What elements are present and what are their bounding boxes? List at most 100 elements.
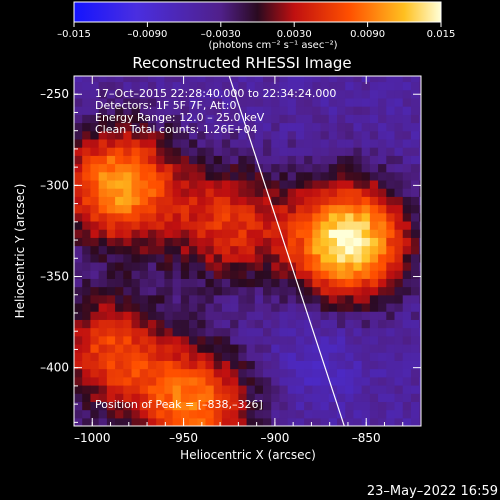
heatmap-cell [156, 327, 166, 337]
heatmap-cell [98, 368, 108, 378]
heatmap-cell [304, 147, 313, 156]
heatmap-cell [419, 147, 421, 156]
heatmap-cell [345, 76, 355, 83]
heatmap-cell [419, 171, 421, 181]
heatmap-cell [328, 212, 338, 222]
heatmap-cell [238, 278, 248, 288]
heatmap-cell [378, 89, 387, 99]
heatmap-cell [131, 327, 141, 337]
heatmap-cell [180, 253, 190, 263]
heatmap-cell [74, 368, 83, 378]
heatmap-cell [147, 122, 157, 132]
heatmap-cell [230, 138, 239, 148]
heatmap-cell [74, 393, 83, 402]
heatmap-cell [164, 138, 174, 148]
heatmap-cell [328, 130, 338, 140]
heatmap-cell [402, 294, 412, 304]
heatmap-cell [115, 188, 124, 197]
heatmap-cell [164, 89, 174, 99]
heatmap-cell [131, 147, 141, 156]
heatmap-cell [205, 179, 215, 189]
heatmap-cell [205, 155, 215, 165]
heatmap-cell [369, 97, 379, 107]
annotation-time: 17–Oct–2015 22:28:40.000 to 22:34:24.000 [95, 87, 336, 100]
heatmap-cell [74, 76, 83, 83]
heatmap-cell [123, 319, 133, 329]
heatmap-cell [312, 155, 322, 165]
heatmap-cell [386, 163, 396, 173]
heatmap-cell [336, 188, 346, 197]
heatmap-cell [246, 384, 256, 394]
heatmap-cell [353, 114, 363, 124]
heatmap-cell [304, 81, 313, 91]
heatmap-cell [74, 81, 83, 91]
heatmap-cell [345, 294, 355, 304]
heatmap-cell [271, 106, 281, 115]
heatmap-cell [402, 81, 412, 91]
peak-position-label: Position of Peak = [–838,–326] [95, 398, 263, 411]
heatmap-cell [361, 163, 371, 173]
heatmap-cell [402, 163, 412, 173]
heatmap-cell [353, 261, 363, 271]
heatmap-cell [410, 130, 420, 140]
heatmap-cell [74, 319, 83, 329]
heatmap-cell [320, 130, 330, 140]
heatmap-cell [221, 97, 231, 107]
heatmap-cell [378, 245, 387, 255]
heatmap-cell [213, 253, 223, 263]
heatmap-cell [115, 130, 124, 140]
heatmap-cell [197, 204, 207, 214]
heatmap-cell [295, 261, 305, 271]
heatmap-cell [213, 245, 223, 255]
heatmap-cell [312, 220, 322, 230]
heatmap-cell [164, 97, 174, 107]
heatmap-cell [328, 278, 338, 288]
heatmap-cell [419, 360, 421, 370]
heatmap-cell [254, 114, 264, 124]
heatmap-cell [394, 302, 404, 312]
heatmap-cell [328, 311, 338, 320]
heatmap-cell [279, 196, 289, 206]
heatmap-cell [164, 81, 174, 91]
heatmap-cell [197, 343, 207, 353]
heatmap-cell [238, 261, 248, 271]
heatmap-cell [172, 393, 182, 402]
heatmap-cell [369, 171, 379, 181]
heatmap-cell [238, 393, 248, 402]
heatmap-cell [410, 270, 420, 279]
heatmap-cell [74, 343, 83, 353]
heatmap-cell [164, 335, 174, 345]
heatmap-cell [312, 114, 322, 124]
heatmap-cell [205, 81, 215, 91]
heatmap-cell [156, 163, 166, 173]
heatmap-cell [139, 393, 149, 402]
heatmap-cell [172, 237, 182, 247]
heatmap-cell [123, 188, 133, 197]
heatmap-cell [386, 360, 396, 370]
heatmap-cell [402, 97, 412, 107]
heatmap-cell [147, 343, 157, 353]
heatmap-cell [320, 179, 330, 189]
heatmap-cell [90, 204, 100, 214]
heatmap-cell [82, 278, 92, 288]
heatmap-cell [304, 319, 313, 329]
heatmap-cell [90, 384, 100, 394]
heatmap-cell [98, 138, 108, 148]
heatmap-cell [238, 286, 248, 296]
heatmap-cell [361, 286, 371, 296]
heatmap-cell [123, 311, 133, 320]
heatmap-cell [287, 138, 297, 148]
heatmap-cell [254, 138, 264, 148]
heatmap-cell [386, 253, 396, 263]
heatmap-cell [90, 409, 100, 419]
heatmap-cell [131, 204, 141, 214]
heatmap-cell [172, 319, 182, 329]
heatmap-cell [189, 147, 198, 156]
heatmap-cell [115, 343, 124, 353]
heatmap-cell [230, 278, 239, 288]
heatmap-cell [82, 401, 92, 411]
heatmap-cell [410, 237, 420, 247]
heatmap-cell [205, 311, 215, 320]
heatmap-cell [345, 188, 355, 197]
heatmap-cell [295, 376, 305, 386]
